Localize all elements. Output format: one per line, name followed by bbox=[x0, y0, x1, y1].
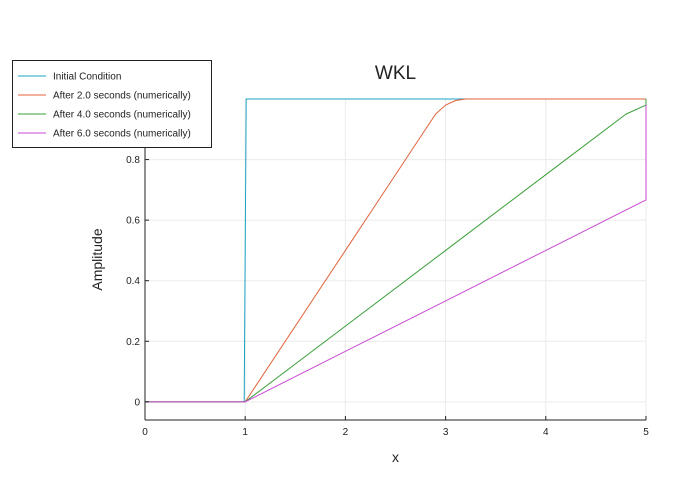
grid-layer bbox=[144, 99, 647, 420]
y-tick-group: 0 0.2 0.4 0.6 0.8 bbox=[126, 155, 149, 408]
x-axis-label: x bbox=[392, 449, 399, 465]
legend: Initial Condition After 2.0 seconds (nume… bbox=[12, 60, 212, 148]
series-line-3 bbox=[145, 99, 647, 403]
legend-label: After 2.0 seconds (numerically) bbox=[53, 91, 191, 102]
chart-title: WKL bbox=[375, 63, 416, 84]
y-tick-label: 0.8 bbox=[126, 155, 140, 166]
legend-items: Initial Condition After 2.0 seconds (nume… bbox=[18, 72, 191, 140]
y-tick-label: 0.4 bbox=[126, 276, 140, 287]
series-layer bbox=[145, 98, 647, 403]
y-axis-label: Amplitude bbox=[89, 228, 105, 290]
series-line-2 bbox=[145, 98, 646, 403]
x-tick-label: 5 bbox=[643, 427, 649, 438]
x-tick-group: 0 1 2 3 4 5 bbox=[142, 416, 649, 438]
y-tick-label: 0.2 bbox=[126, 337, 140, 348]
y-tick-label: 0.6 bbox=[126, 216, 140, 227]
legend-label: After 6.0 seconds (numerically) bbox=[53, 129, 191, 140]
x-tick-label: 2 bbox=[343, 427, 349, 438]
legend-label: Initial Condition bbox=[53, 72, 121, 83]
x-tick-label: 0 bbox=[142, 427, 148, 438]
series-line-1 bbox=[145, 98, 646, 403]
y-tick-label: 0 bbox=[134, 397, 140, 408]
x-tick-label: 1 bbox=[242, 427, 248, 438]
series-line-4 bbox=[145, 105, 647, 403]
x-tick-label: 3 bbox=[443, 427, 449, 438]
legend-label: After 4.0 seconds (numerically) bbox=[53, 110, 191, 121]
x-tick-label: 4 bbox=[543, 427, 549, 438]
